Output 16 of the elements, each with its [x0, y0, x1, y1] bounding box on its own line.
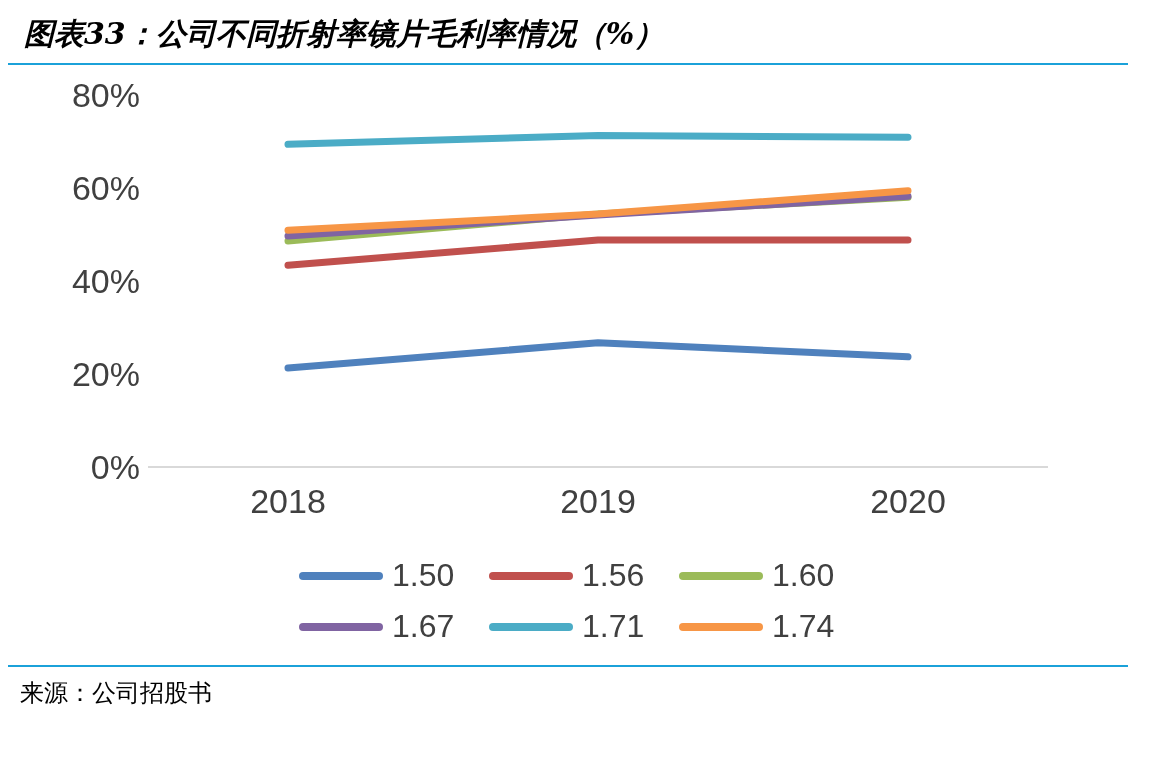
legend-label: 1.50: [392, 557, 455, 594]
x-tick-label: 2020: [870, 482, 946, 521]
legend-label: 1.74: [772, 608, 835, 645]
y-tick-label: 60%: [71, 169, 140, 208]
x-tick-label: 2019: [560, 482, 636, 521]
y-tick-label: 20%: [71, 355, 140, 394]
legend-label: 1.71: [582, 608, 645, 645]
legend-label: 1.67: [392, 608, 455, 645]
chart-title: 图表33：公司不同折射率镜片毛利率情况（%）: [8, 8, 1128, 65]
source-note: 来源：公司招股书: [20, 678, 213, 709]
y-tick-label: 0%: [90, 448, 140, 487]
legend-label: 1.60: [772, 557, 835, 594]
legend-label: 1.56: [582, 557, 645, 594]
y-tick-label: 40%: [71, 262, 140, 301]
y-tick-label: 80%: [71, 76, 140, 115]
x-tick-label: 2018: [250, 482, 326, 521]
